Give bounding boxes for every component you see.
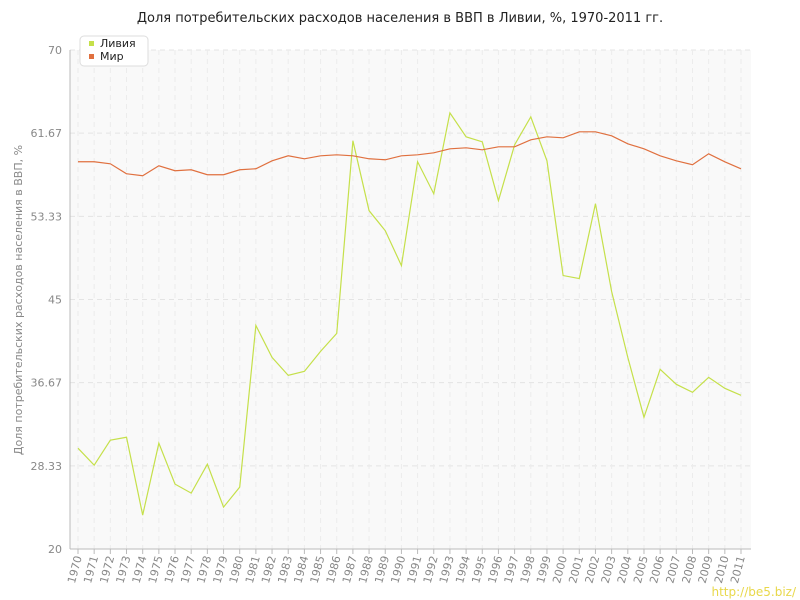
legend-label: Ливия [100,37,136,50]
y-tick-label: 45 [48,294,62,307]
y-tick-label: 20 [48,543,62,556]
series-line [78,131,742,177]
legend-swatch [89,54,94,59]
series-line [77,111,742,516]
y-tick-label: 70 [48,44,62,57]
chart-title: Доля потребительских расходов населения … [137,11,663,26]
y-tick-label: 53.33 [31,210,63,223]
y-tick-label: 61.67 [31,127,63,140]
watermark: http://be5.biz/ [711,585,796,599]
legend-swatch [89,41,94,46]
y-axis-label: Доля потребительских расходов населения … [12,145,25,455]
y-tick-label: 36.67 [31,377,63,390]
legend-box [79,35,149,67]
y-tick-label: 28.33 [31,460,63,473]
legend-label: Мир [100,50,124,63]
